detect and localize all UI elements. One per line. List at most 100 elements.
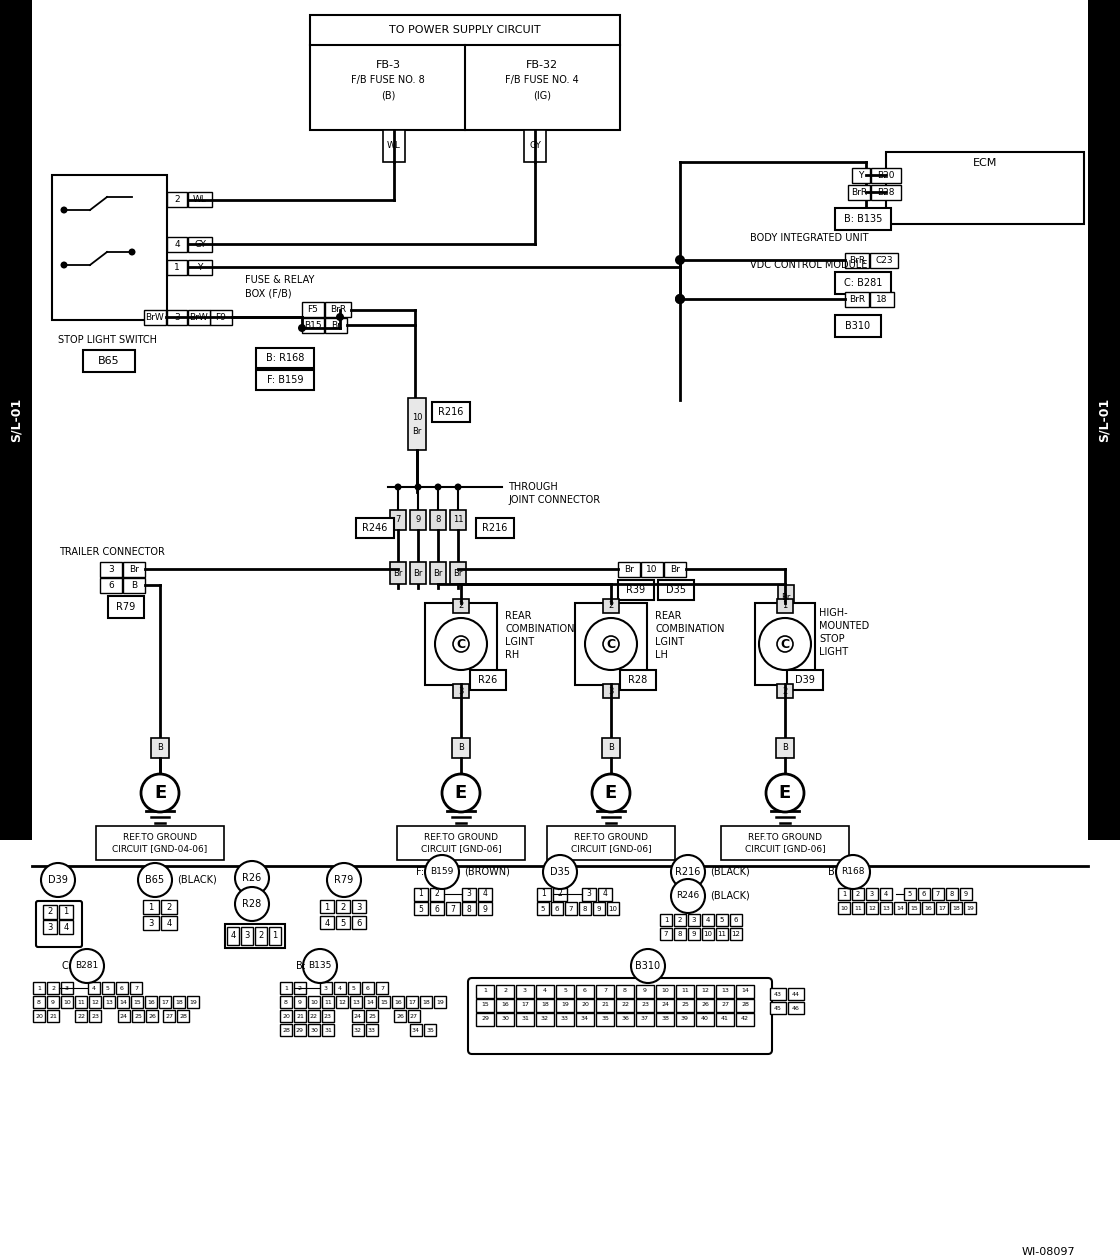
Text: 4: 4: [175, 239, 180, 249]
Bar: [664, 562, 685, 577]
Text: (BLACK): (BLACK): [710, 867, 749, 877]
Text: 8: 8: [37, 999, 41, 1004]
Text: D35: D35: [666, 585, 685, 595]
Text: 10: 10: [646, 564, 657, 575]
Text: 1: 1: [325, 902, 329, 911]
Text: 4: 4: [483, 890, 487, 898]
Bar: [435, 995, 446, 1008]
Text: 14: 14: [896, 906, 904, 911]
Bar: [241, 927, 253, 945]
Bar: [280, 1011, 292, 1022]
Bar: [871, 168, 900, 183]
Text: 1: 1: [483, 989, 487, 993]
Text: 26: 26: [396, 1013, 404, 1018]
Bar: [674, 929, 685, 940]
Text: 30: 30: [310, 1027, 318, 1032]
Bar: [496, 1013, 514, 1026]
Bar: [556, 1013, 573, 1026]
Bar: [736, 985, 754, 998]
Circle shape: [60, 207, 67, 213]
Text: WL: WL: [193, 195, 207, 204]
Text: 5: 5: [340, 919, 346, 927]
Text: 9: 9: [597, 906, 601, 912]
Text: 35: 35: [426, 1027, 433, 1032]
Bar: [476, 999, 494, 1012]
Bar: [870, 292, 894, 307]
Text: 1: 1: [542, 890, 547, 898]
Text: 2: 2: [503, 989, 507, 993]
Text: 11: 11: [855, 906, 862, 911]
Bar: [352, 900, 366, 914]
Bar: [256, 370, 314, 391]
Bar: [776, 738, 794, 759]
Bar: [60, 982, 73, 994]
Text: LGINT: LGINT: [505, 638, 534, 646]
Bar: [603, 738, 620, 759]
Bar: [432, 402, 470, 422]
Bar: [293, 982, 306, 994]
Bar: [641, 562, 663, 577]
Text: JOINT CONNECTOR: JOINT CONNECTOR: [508, 495, 600, 505]
Text: 35: 35: [601, 1017, 609, 1022]
Bar: [255, 927, 267, 945]
Text: 17: 17: [939, 906, 946, 911]
Text: THROUGH: THROUGH: [508, 483, 558, 491]
Text: Br: Br: [413, 568, 422, 577]
Bar: [894, 902, 906, 914]
Text: 19: 19: [189, 999, 197, 1004]
Text: Br: Br: [670, 564, 680, 575]
Circle shape: [235, 861, 269, 895]
Text: R246: R246: [676, 892, 700, 901]
Bar: [430, 902, 444, 915]
Text: Y: Y: [858, 171, 864, 180]
Bar: [302, 302, 324, 318]
Bar: [866, 902, 878, 914]
Bar: [496, 985, 514, 998]
Bar: [596, 985, 614, 998]
Text: 2: 2: [558, 890, 562, 898]
Text: 2: 2: [608, 601, 614, 611]
Text: TO POWER SUPPLY CIRCUIT: TO POWER SUPPLY CIRCUIT: [389, 25, 541, 35]
Text: F5: F5: [308, 305, 318, 314]
Circle shape: [675, 294, 685, 304]
Bar: [32, 1011, 45, 1022]
Text: R39: R39: [626, 585, 645, 595]
Text: 33: 33: [561, 1017, 569, 1022]
Text: 13: 13: [105, 999, 113, 1004]
Text: 11: 11: [681, 989, 689, 993]
Text: 7: 7: [380, 985, 384, 990]
Bar: [582, 888, 596, 901]
Circle shape: [452, 636, 469, 651]
Text: 13: 13: [352, 999, 360, 1004]
Text: 1: 1: [419, 890, 423, 898]
Text: 46: 46: [792, 1005, 800, 1011]
Text: 7: 7: [936, 891, 940, 897]
Circle shape: [675, 294, 685, 304]
Text: CIRCUIT [GND-06]: CIRCUIT [GND-06]: [571, 844, 652, 853]
Bar: [408, 398, 426, 450]
Bar: [576, 985, 594, 998]
Text: 37: 37: [641, 1017, 648, 1022]
Text: 16: 16: [147, 999, 155, 1004]
Bar: [430, 510, 446, 530]
Bar: [188, 260, 212, 275]
Text: 14: 14: [741, 989, 749, 993]
Text: 21: 21: [296, 1013, 304, 1018]
Bar: [866, 888, 878, 900]
Text: 11: 11: [77, 999, 85, 1004]
Circle shape: [327, 863, 361, 897]
Bar: [420, 995, 432, 1008]
Bar: [280, 1024, 292, 1036]
Bar: [172, 995, 185, 1008]
Bar: [116, 982, 128, 994]
Text: 10: 10: [310, 999, 318, 1004]
Bar: [167, 260, 187, 275]
Text: 3: 3: [692, 917, 697, 924]
Circle shape: [442, 774, 480, 811]
Bar: [659, 580, 694, 600]
FancyBboxPatch shape: [468, 978, 772, 1055]
Text: 4: 4: [884, 891, 888, 897]
Bar: [323, 1011, 334, 1022]
Circle shape: [235, 887, 269, 921]
Circle shape: [336, 312, 344, 321]
